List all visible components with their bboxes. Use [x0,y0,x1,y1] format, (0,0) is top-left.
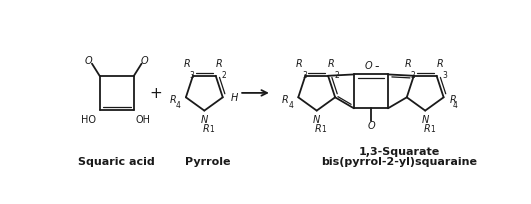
Text: 2: 2 [335,70,339,79]
Text: +: + [149,86,162,101]
Text: 4: 4 [288,101,293,110]
Text: 3: 3 [190,70,195,79]
Text: Squaric acid: Squaric acid [79,156,155,166]
Text: R: R [296,59,303,69]
Text: bis(pyrrol-2-yl)squaraine: bis(pyrrol-2-yl)squaraine [322,156,477,166]
Text: 1: 1 [321,125,326,134]
Text: N: N [422,115,429,125]
Text: R: R [315,123,322,133]
Text: 4: 4 [176,101,181,110]
Text: 3: 3 [443,70,448,79]
Text: 3: 3 [302,70,307,79]
Text: R: R [282,94,289,104]
Text: R: R [423,123,430,133]
Text: R: R [183,59,190,69]
Text: 4: 4 [453,101,458,110]
Text: R: R [436,59,443,69]
Text: O: O [141,55,149,65]
Text: O: O [85,55,93,65]
Text: 1: 1 [430,125,434,134]
Text: -: - [375,59,379,72]
Text: O: O [365,61,372,71]
Text: 1,3-Squarate: 1,3-Squarate [359,146,440,156]
Text: H: H [230,93,238,103]
Text: HO: HO [81,114,96,124]
Text: R: R [328,59,335,69]
Text: N: N [201,115,208,125]
Text: N: N [313,115,320,125]
Text: OH: OH [135,114,151,124]
Text: R: R [404,59,411,69]
Text: R: R [216,59,222,69]
Text: O: O [367,121,375,131]
Text: 2: 2 [410,70,415,79]
Text: Pyrrole: Pyrrole [185,156,231,166]
Text: R: R [202,123,209,133]
Text: R: R [170,94,177,104]
Text: 2: 2 [222,70,227,79]
Text: 1: 1 [209,125,213,134]
Text: R: R [450,94,457,104]
